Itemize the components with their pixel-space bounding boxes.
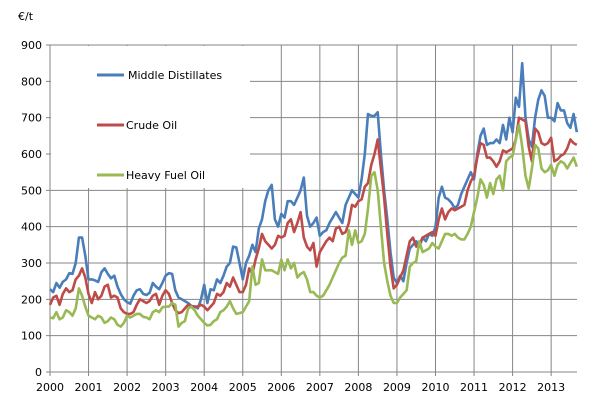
- x-tick-label: 2005: [229, 381, 257, 394]
- legend-label-middle-distillates: Middle Distillates: [128, 69, 222, 82]
- y-tick-label: 600: [21, 148, 42, 161]
- x-tick-label: 2011: [460, 381, 488, 394]
- legend-label-heavy-fuel-oil: Heavy Fuel Oil: [126, 169, 205, 182]
- x-tick-label: 2006: [267, 381, 295, 394]
- series-line-crude-oil: [48, 116, 578, 316]
- series-lines: [48, 61, 579, 328]
- y-tick-label: 500: [21, 184, 42, 197]
- y-tick-label: 900: [21, 39, 42, 52]
- x-axis: 2000 2001 2002 2003 2004 2005 2006 2007 2008 2009…: [36, 381, 565, 394]
- x-tick-label: 2010: [422, 381, 450, 394]
- y-tick-label: 200: [21, 293, 42, 306]
- x-tick-label: 2001: [75, 381, 103, 394]
- x-tick-label: 2004: [190, 381, 218, 394]
- series-line-middle-distillates: [49, 61, 579, 310]
- x-tick-label: 2002: [113, 381, 141, 394]
- x-tick-label: 2003: [152, 381, 180, 394]
- x-tick-label: 2007: [306, 381, 334, 394]
- y-tick-label: 700: [21, 112, 42, 125]
- x-tick-label: 2008: [344, 381, 372, 394]
- x-tick-label: 2009: [383, 381, 411, 394]
- y-tick-label: 400: [21, 221, 42, 234]
- y-axis-unit-label: €/t: [18, 10, 34, 23]
- y-tick-label: 300: [21, 257, 42, 270]
- series-line-heavy-fuel-oil: [49, 123, 579, 328]
- y-tick-label: 100: [21, 330, 42, 343]
- x-tick-label: 2000: [36, 381, 64, 394]
- legend-label-crude-oil: Crude Oil: [126, 119, 177, 132]
- x-tick-label: 2012: [499, 381, 527, 394]
- y-tick-label: 0: [35, 366, 42, 379]
- x-tick-label: 2013: [537, 381, 565, 394]
- y-tick-label: 800: [21, 75, 42, 88]
- y-axis: 0 100 200 300 400 500 600 700 800 900: [21, 39, 42, 379]
- legend-background: [51, 46, 250, 188]
- legend: Middle Distillates Crude Oil Heavy Fuel …: [97, 69, 222, 182]
